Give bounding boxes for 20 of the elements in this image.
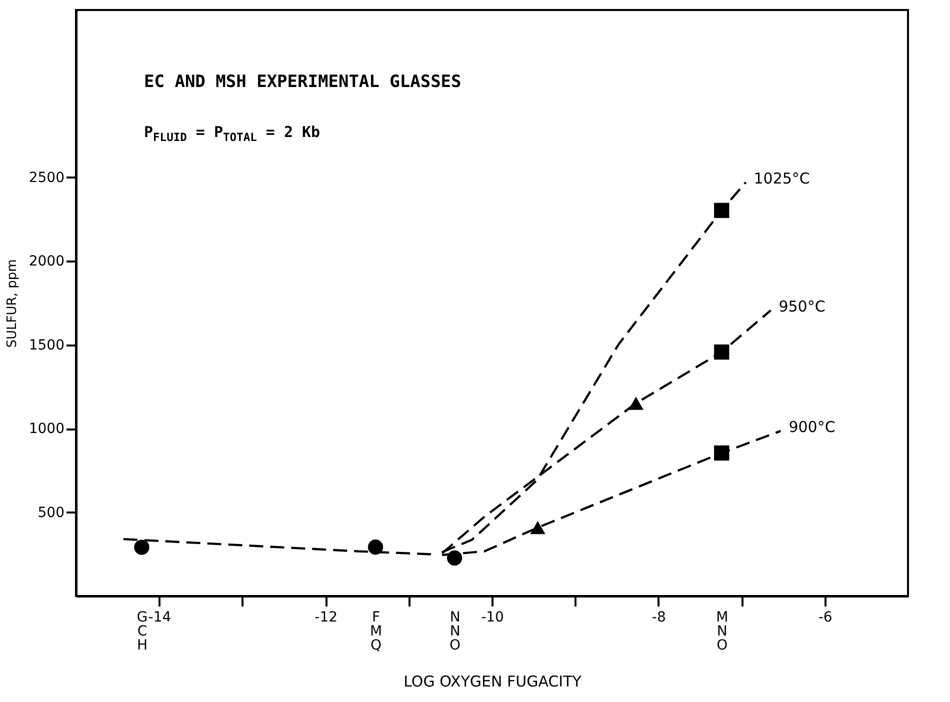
- y-tick-label: 2000: [28, 254, 64, 270]
- x-tick-label: -6: [818, 610, 832, 626]
- series-label: 900°C: [788, 418, 836, 436]
- y-tick-label: 500: [38, 504, 64, 521]
- series-label: 1025°C: [754, 169, 810, 188]
- x-tick-label: FMQ: [370, 610, 382, 654]
- x-tick-label: GCH: [136, 610, 148, 654]
- x-tick-label: -12: [314, 610, 338, 626]
- x-tick-label: NNO: [450, 610, 461, 654]
- x-axis-title: LOG OXYGEN FUGACITY: [404, 672, 582, 690]
- y-tick-label: 1000: [28, 421, 64, 438]
- x-tick-label: -14: [148, 610, 172, 626]
- y-axis-title: SULFUR, ppm: [4, 259, 20, 348]
- x-tick-label: -10: [481, 610, 504, 626]
- y-tick-label: 2500: [28, 170, 64, 186]
- y-tick-label: 1500: [28, 337, 64, 354]
- x-tick-label: -8: [652, 610, 666, 626]
- series-label: 950°C: [778, 297, 826, 316]
- x-tick-label: MNO: [716, 610, 728, 654]
- text: EC AND MSH EXPERIMENTAL GLASSES: [144, 72, 462, 92]
